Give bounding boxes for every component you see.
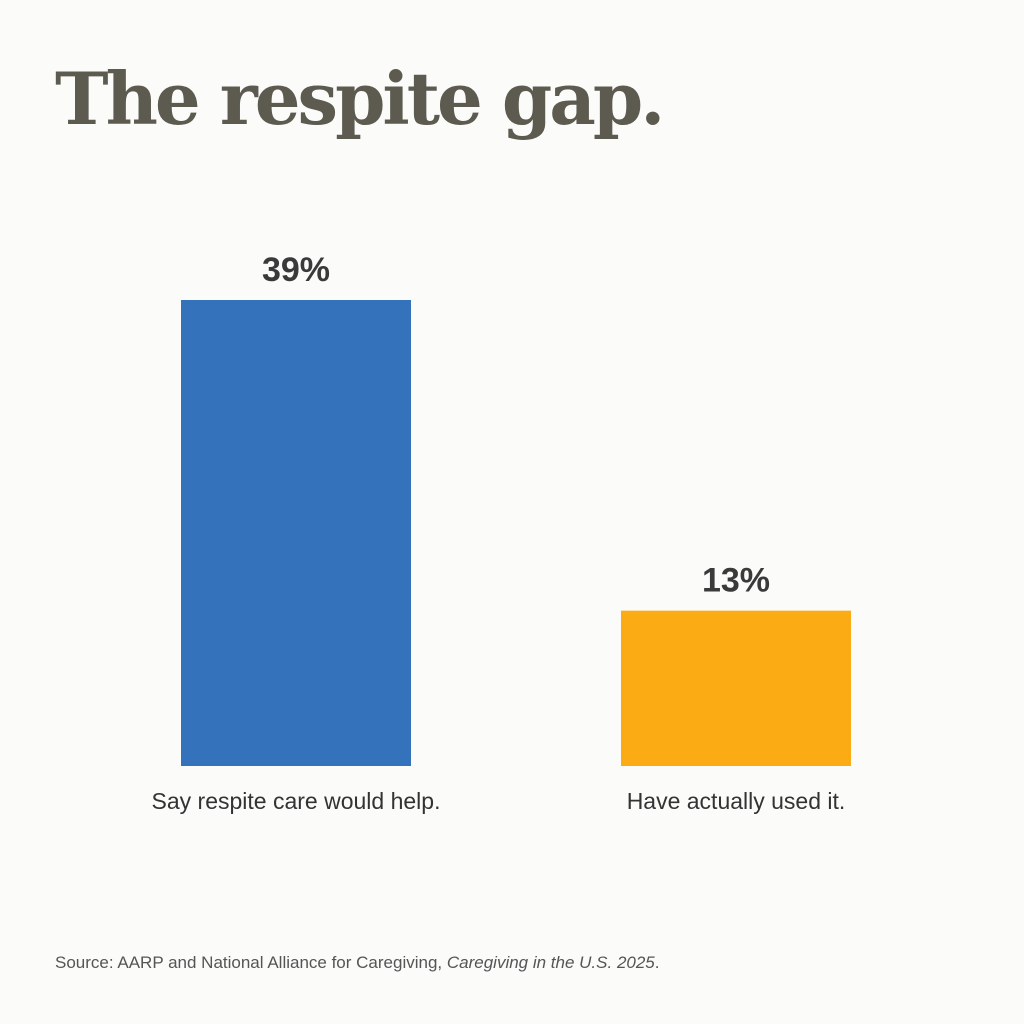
value-label-2: 13% [702, 562, 770, 600]
source-suffix: . [654, 953, 660, 972]
value-label-1: 39% [262, 251, 330, 289]
category-label-2: Have actually used it. [627, 788, 846, 814]
chart-title: The respite gap. [55, 56, 665, 141]
source-note: Source: AARP and National Alliance for C… [55, 953, 660, 973]
bar-2 [621, 610, 851, 766]
source-publication: Caregiving in the U.S. 2025 [446, 953, 655, 972]
bar-1 [181, 300, 411, 766]
source-prefix: Source: AARP and National Alliance for C… [55, 953, 447, 972]
category-label-1: Say respite care would help. [152, 788, 441, 814]
